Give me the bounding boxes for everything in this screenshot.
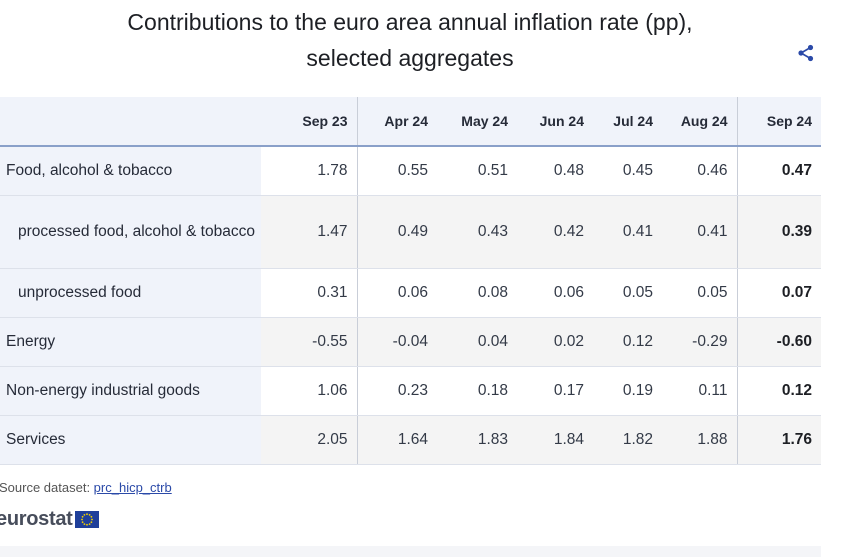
column-header: Aug 24 xyxy=(662,97,737,147)
table-cell: 0.12 xyxy=(736,366,821,416)
table-cell: 1.84 xyxy=(517,415,593,465)
table-cell: 1.78 xyxy=(261,146,357,196)
footer-bar xyxy=(0,546,821,557)
table-row: unprocessed food 0.31 0.06 0.08 0.06 0.0… xyxy=(0,268,821,318)
table-cell: 0.31 xyxy=(261,268,357,318)
table-cell: 0.46 xyxy=(662,146,737,196)
table-cell: 0.51 xyxy=(437,146,517,196)
table-cell: 0.04 xyxy=(437,317,517,367)
corner-cell xyxy=(0,97,261,147)
table-cell: 1.82 xyxy=(593,415,662,465)
data-table: Sep 23 Apr 24 May 24 Jun 24 Jul 24 Aug 2… xyxy=(0,97,821,465)
column-header: Sep 23 xyxy=(261,97,357,147)
table-cell: 0.45 xyxy=(593,146,662,196)
table-cell: 0.18 xyxy=(437,366,517,416)
logo-text: eurostat xyxy=(0,508,73,530)
column-header: Apr 24 xyxy=(356,97,437,147)
table-cell: 0.06 xyxy=(517,268,593,318)
table-cell: 0.06 xyxy=(356,268,437,318)
table-cell: 1.88 xyxy=(662,415,737,465)
row-label: Non-energy industrial goods xyxy=(0,366,261,416)
table-cell: 2.05 xyxy=(261,415,357,465)
column-header: Sep 24 xyxy=(736,97,821,147)
table-cell: 0.49 xyxy=(356,195,437,269)
table-cell: 0.41 xyxy=(593,195,662,269)
table-cell: 0.05 xyxy=(593,268,662,318)
chart-title: Contributions to the euro area annual in… xyxy=(0,4,820,76)
source-dataset-link[interactable]: prc_hicp_ctrb xyxy=(93,480,172,495)
row-label: Energy xyxy=(0,317,261,367)
row-label: Food, alcohol & tobacco xyxy=(0,146,261,196)
table-cell: 1.64 xyxy=(356,415,437,465)
table-cell: -0.55 xyxy=(261,317,357,367)
table-cell: -0.60 xyxy=(736,317,821,367)
table-cell: 0.48 xyxy=(517,146,593,196)
table-cell: 0.43 xyxy=(437,195,517,269)
table-cell: 0.55 xyxy=(356,146,437,196)
table-cell: 0.11 xyxy=(662,366,737,416)
table-cell: 0.23 xyxy=(356,366,437,416)
table-cell: 0.12 xyxy=(593,317,662,367)
table-cell: 0.42 xyxy=(517,195,593,269)
share-icon[interactable] xyxy=(797,44,815,62)
column-header: Jun 24 xyxy=(517,97,593,147)
table-row: Energy -0.55 -0.04 0.04 0.02 0.12 -0.29 … xyxy=(0,317,821,367)
row-label: Services xyxy=(0,415,261,465)
source-label: Source dataset: xyxy=(0,480,94,495)
table-cell: 0.19 xyxy=(593,366,662,416)
table-cell: -0.04 xyxy=(356,317,437,367)
chart-title-line-2: selected aggregates xyxy=(306,45,514,71)
table-cell: 0.02 xyxy=(517,317,593,367)
table-row: Services 2.05 1.64 1.83 1.84 1.82 1.88 1… xyxy=(0,415,821,465)
table-cell: 0.47 xyxy=(736,146,821,196)
table-cell: 0.05 xyxy=(662,268,737,318)
source-note: Source dataset: prc_hicp_ctrb xyxy=(0,480,172,495)
table-cell: 1.76 xyxy=(736,415,821,465)
column-header: Jul 24 xyxy=(593,97,662,147)
chart-title-line-1: Contributions to the euro area annual in… xyxy=(127,9,693,35)
column-header: May 24 xyxy=(437,97,517,147)
table-cell: 1.83 xyxy=(437,415,517,465)
table-cell: 0.08 xyxy=(437,268,517,318)
table-row: Non-energy industrial goods 1.06 0.23 0.… xyxy=(0,366,821,416)
table-cell: 1.06 xyxy=(261,366,357,416)
table-cell: 0.07 xyxy=(736,268,821,318)
row-label: processed food, alcohol & tobacco xyxy=(0,195,261,269)
header-row: Sep 23 Apr 24 May 24 Jun 24 Jul 24 Aug 2… xyxy=(0,97,821,147)
eu-flag-icon xyxy=(74,511,99,528)
table-cell: -0.29 xyxy=(662,317,737,367)
table-cell: 0.17 xyxy=(517,366,593,416)
eurostat-logo: eurostat xyxy=(0,508,99,532)
table-cell: 1.47 xyxy=(261,195,357,269)
row-label: unprocessed food xyxy=(0,268,261,318)
table-cell: 0.39 xyxy=(736,195,821,269)
table-row: Food, alcohol & tobacco 1.78 0.55 0.51 0… xyxy=(0,146,821,196)
table-row: processed food, alcohol & tobacco 1.47 0… xyxy=(0,195,821,269)
table-cell: 0.41 xyxy=(662,195,737,269)
